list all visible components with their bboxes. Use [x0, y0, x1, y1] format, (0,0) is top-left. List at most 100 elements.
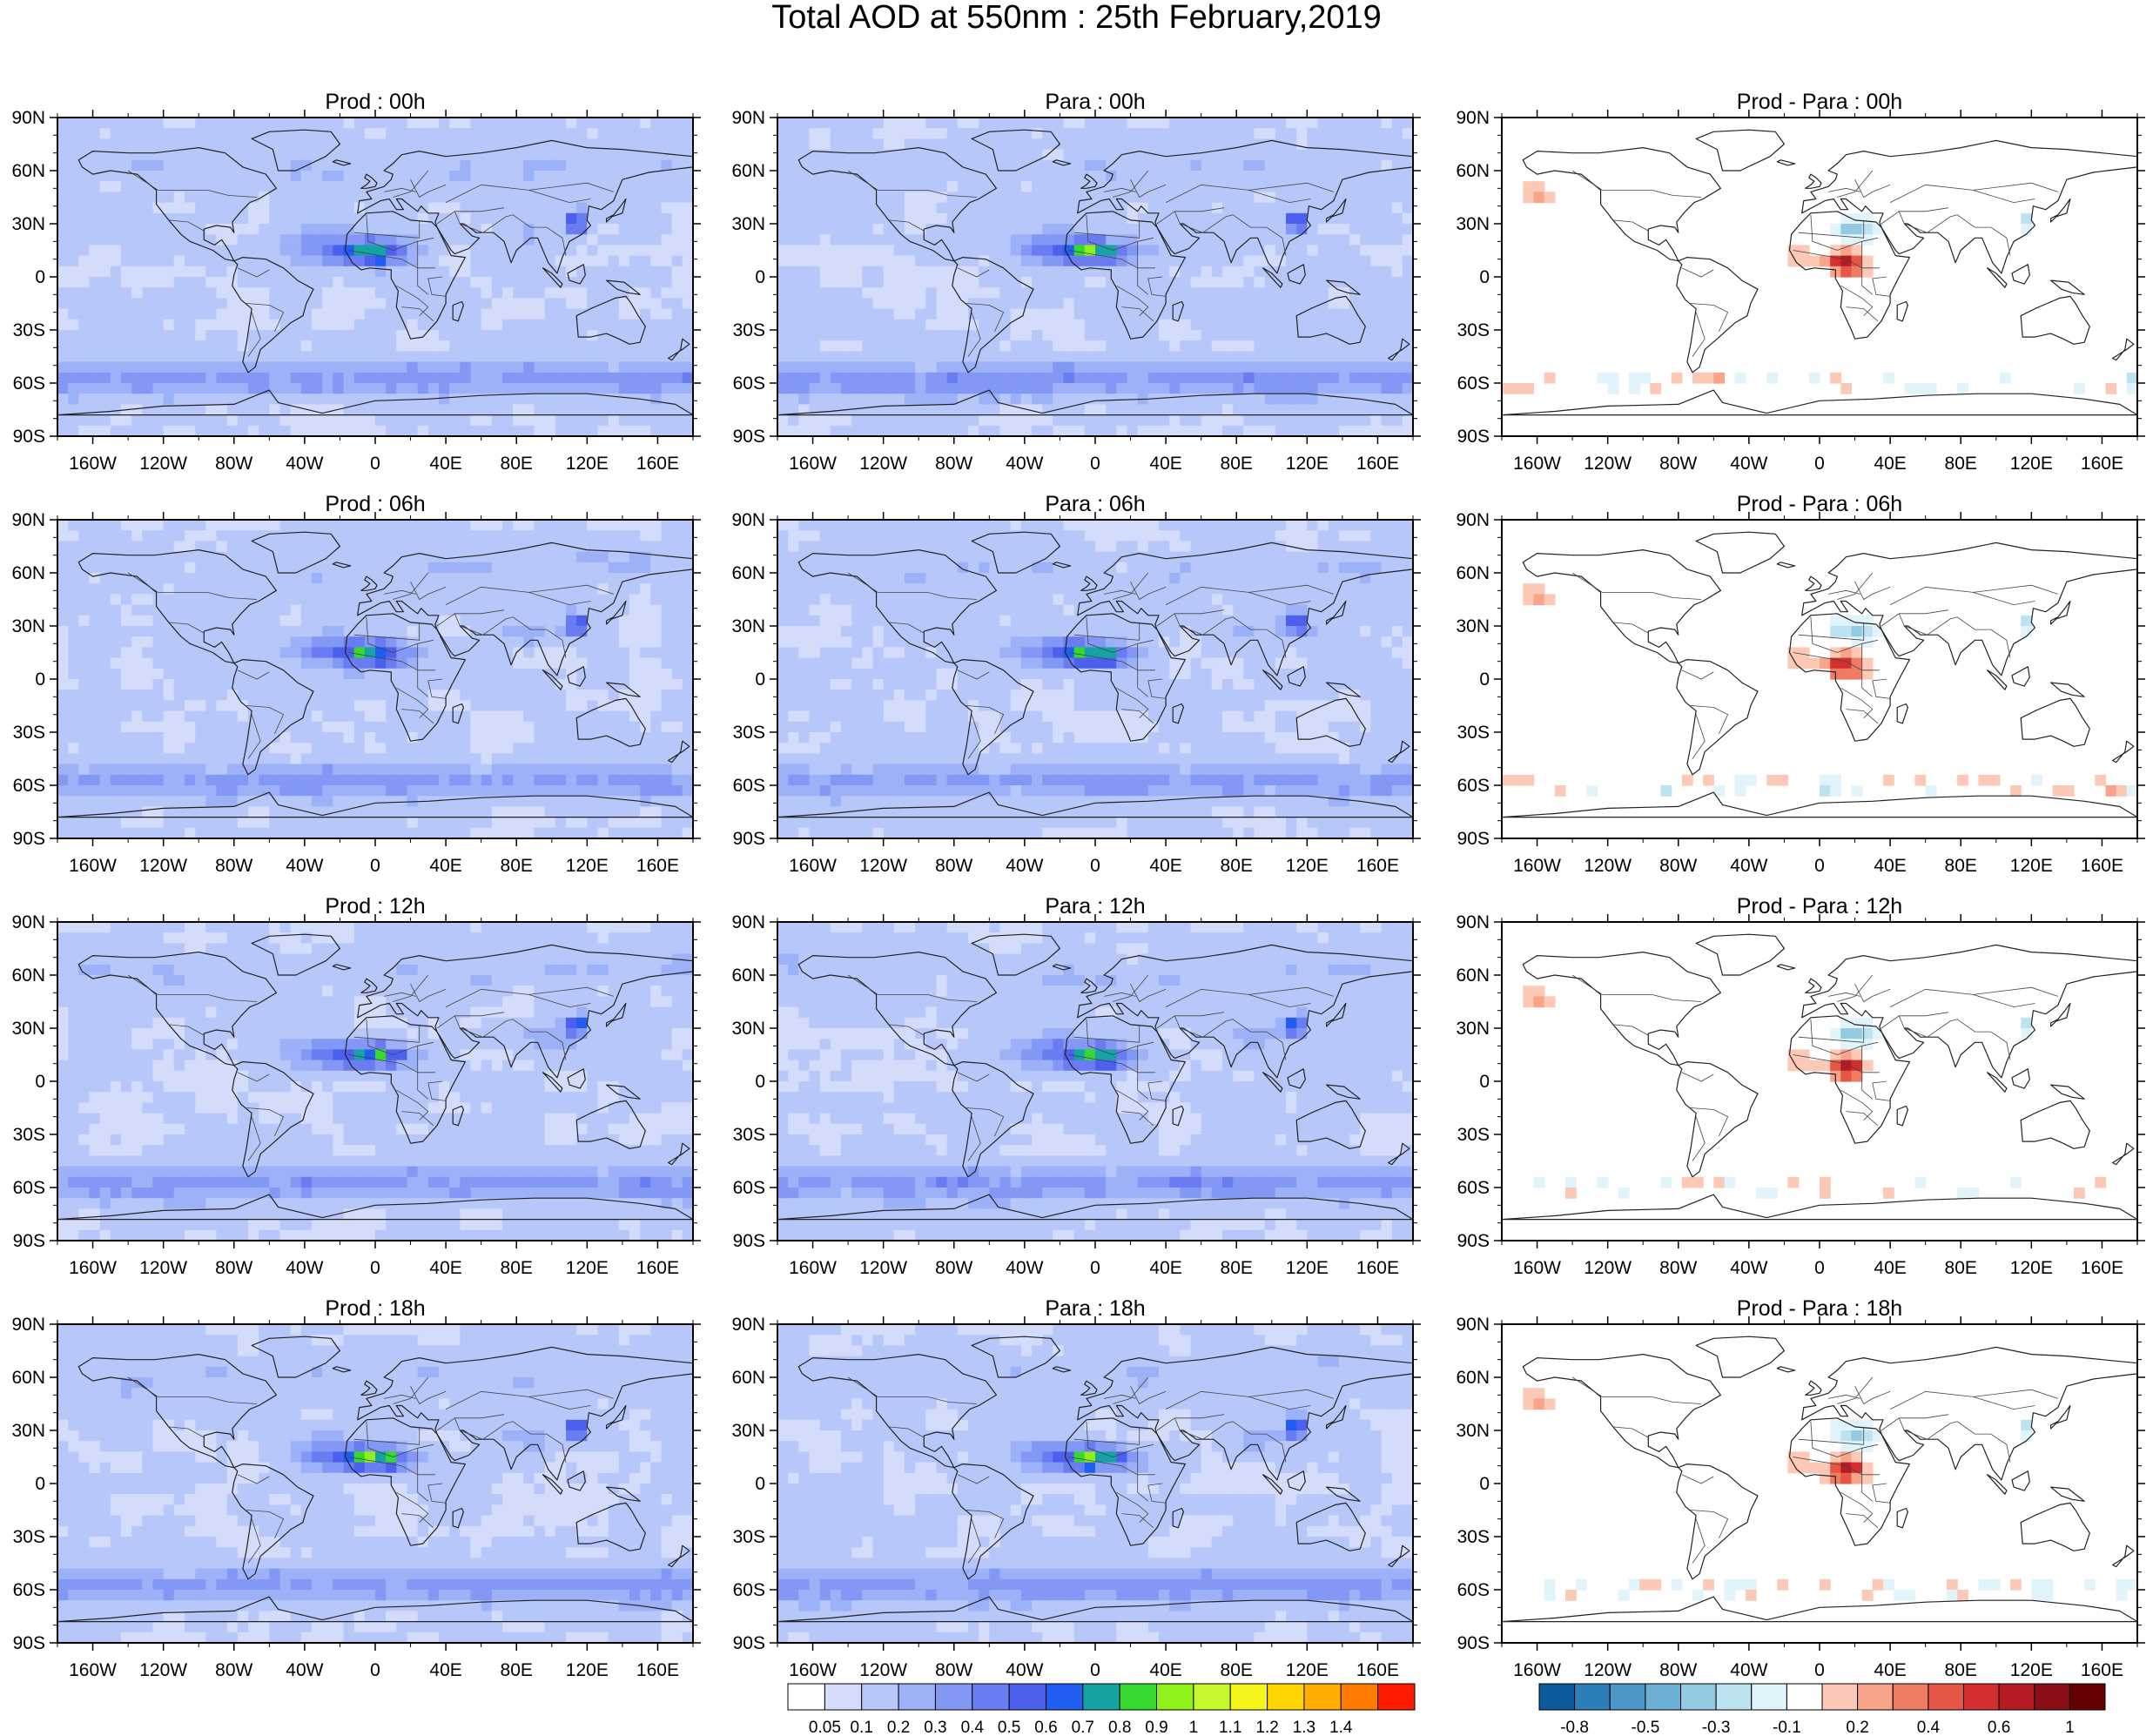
field-cell — [164, 245, 175, 256]
field-cell — [777, 340, 789, 352]
field-cell — [301, 594, 313, 605]
field-cell — [121, 351, 132, 362]
field-cell — [111, 616, 122, 627]
field-cell — [1296, 404, 1308, 415]
field-cell — [142, 362, 153, 373]
field-cell — [1382, 203, 1393, 214]
field-cell — [640, 256, 651, 267]
field-cell — [1392, 415, 1403, 427]
field-cell — [683, 234, 694, 246]
field-cell — [502, 340, 514, 352]
field-cell — [1403, 181, 1414, 192]
field-cell — [672, 605, 683, 616]
field-cell — [937, 287, 948, 299]
field-cell — [1212, 404, 1223, 415]
field-cell — [354, 330, 366, 341]
field-cell — [1201, 138, 1213, 150]
field-cell — [301, 394, 313, 405]
field-cell — [78, 213, 90, 225]
field-cell — [205, 520, 217, 531]
field-cell — [545, 224, 556, 235]
field-cell — [57, 256, 69, 267]
field-cell — [238, 320, 249, 331]
field-cell — [301, 636, 313, 648]
field-cell — [1085, 150, 1096, 161]
field-cell — [153, 192, 165, 203]
field-cell — [1021, 138, 1033, 150]
field-cell — [831, 128, 842, 139]
field-cell — [2000, 373, 2011, 384]
field-cell — [947, 383, 959, 394]
field-cell — [1307, 245, 1318, 256]
field-cell — [301, 340, 313, 352]
field-cell — [354, 373, 366, 384]
field-cell — [650, 203, 662, 214]
field-cell — [1265, 245, 1276, 256]
field-cell — [640, 309, 651, 320]
field-cell — [111, 181, 122, 192]
field-cell — [1392, 298, 1403, 309]
field-cell — [227, 320, 239, 331]
field-cell — [131, 373, 143, 384]
field-cell — [609, 394, 620, 405]
field-cell — [587, 658, 598, 670]
field-cell — [884, 266, 895, 278]
field-cell — [1360, 404, 1371, 415]
field-cell — [185, 171, 196, 182]
field-cell — [1233, 383, 1244, 394]
field-cell — [111, 658, 122, 670]
field-cell — [925, 373, 937, 384]
field-cell — [449, 340, 461, 352]
field-cell — [629, 658, 641, 670]
field-cell — [238, 404, 249, 415]
field-cell — [375, 150, 387, 161]
field-cell — [545, 340, 556, 352]
field-cell — [1095, 351, 1107, 362]
field-cell — [217, 605, 228, 616]
field-cell — [227, 128, 239, 139]
field-cell — [523, 309, 535, 320]
field-cell — [683, 573, 694, 584]
field-cell — [1138, 309, 1149, 320]
field-cell — [68, 256, 79, 267]
field-cell — [1053, 192, 1064, 203]
field-cell — [78, 171, 90, 182]
field-cell — [555, 340, 567, 352]
field-cell — [1074, 373, 1086, 384]
field-cell — [238, 118, 249, 129]
field-cell — [1318, 340, 1329, 352]
field-cell — [609, 426, 620, 437]
field-cell — [851, 383, 863, 394]
field-cell — [1106, 150, 1117, 161]
field-cell — [449, 530, 461, 542]
field-cell — [831, 138, 842, 150]
field-cell — [269, 213, 280, 225]
field-cell — [905, 383, 916, 394]
field-cell — [884, 415, 895, 427]
field-cell — [1011, 224, 1022, 235]
field-cell — [1608, 373, 1619, 384]
field-cell — [820, 426, 831, 437]
border-line — [1837, 171, 1873, 198]
field-cell — [1296, 224, 1308, 235]
field-cell — [1148, 415, 1160, 427]
field-cell — [111, 415, 122, 427]
field-cell — [1053, 181, 1064, 192]
field-cell — [396, 224, 407, 235]
field-cell — [1011, 245, 1022, 256]
field-cell — [1523, 383, 1534, 394]
field-cell — [90, 128, 101, 139]
field-cell — [121, 679, 132, 690]
field-cell — [269, 669, 280, 680]
field-cell — [683, 330, 694, 341]
field-cell — [1370, 138, 1382, 150]
field-cell — [375, 383, 387, 394]
field-cell — [428, 605, 440, 616]
field-cell — [269, 426, 280, 437]
field-cell — [481, 256, 493, 267]
field-cell — [439, 320, 450, 331]
field-cell — [238, 213, 249, 225]
field-cell — [153, 160, 165, 172]
field-cell — [1127, 160, 1139, 172]
field-cell — [629, 415, 641, 427]
